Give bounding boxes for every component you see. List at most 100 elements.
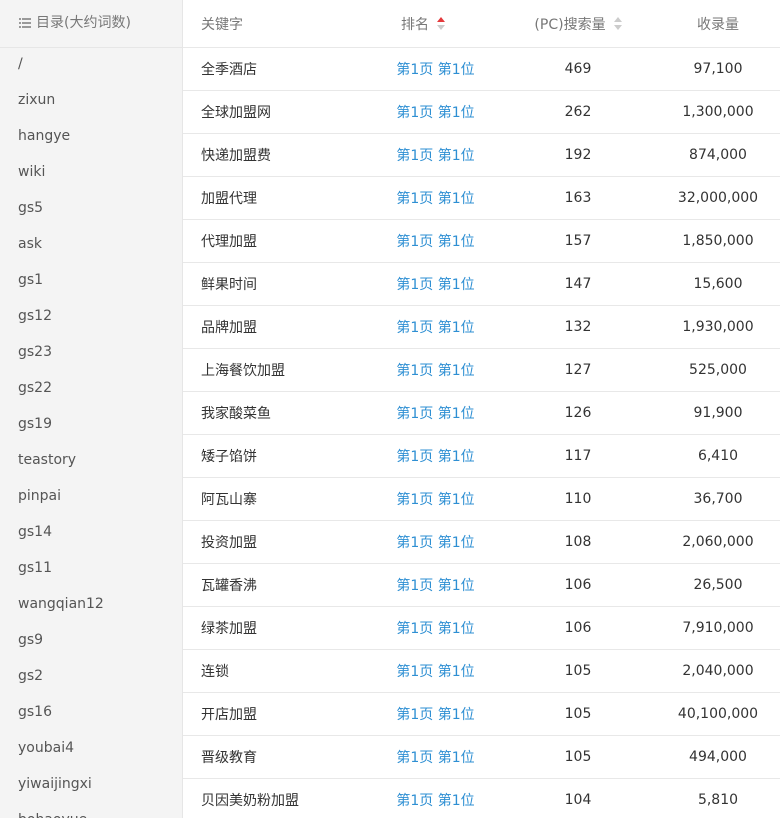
- rank-link[interactable]: 第1页 第1位: [396, 363, 475, 379]
- rank-link[interactable]: 第1页 第1位: [396, 535, 475, 551]
- list-icon: [19, 18, 31, 28]
- index-count: 494,000: [689, 749, 747, 765]
- index-count: 6,410: [697, 448, 739, 464]
- rank-link[interactable]: 第1页 第1位: [396, 578, 475, 594]
- index-count: 15,600: [693, 276, 743, 292]
- sidebar-item[interactable]: ask: [18, 236, 42, 252]
- rank-link[interactable]: 第1页 第1位: [396, 449, 475, 465]
- sidebar-header: 目录(大约词数): [0, 0, 182, 48]
- sidebar-item[interactable]: wangqian12: [18, 596, 104, 612]
- search-volume: 163: [564, 190, 592, 206]
- search-volume: 157: [564, 233, 592, 249]
- sidebar-item[interactable]: gs14: [18, 524, 52, 540]
- search-volume: 106: [564, 577, 592, 593]
- table-row: 快递加盟费 第1页 第1位 192 874,000: [183, 134, 780, 177]
- index-count: 1,300,000: [682, 104, 754, 120]
- search-volume: 104: [564, 792, 592, 808]
- table-row: 开店加盟 第1页 第1位 105 40,100,000: [183, 693, 780, 736]
- sort-icon[interactable]: [437, 16, 445, 31]
- keyword: 快递加盟费: [201, 148, 271, 164]
- sidebar-item[interactable]: gs12: [18, 308, 52, 324]
- rank-link[interactable]: 第1页 第1位: [396, 148, 475, 164]
- keyword: 开店加盟: [201, 707, 257, 723]
- index-count: 26,500: [693, 577, 743, 593]
- keyword: 全球加盟网: [201, 105, 271, 121]
- search-volume: 132: [564, 319, 592, 335]
- sidebar-item[interactable]: pinpai: [18, 488, 62, 504]
- sidebar-item[interactable]: gs16: [18, 704, 52, 720]
- header-label: 排名: [401, 16, 429, 33]
- sidebar-item[interactable]: gs23: [18, 344, 52, 360]
- table-row: 上海餐饮加盟 第1页 第1位 127 525,000: [183, 349, 780, 392]
- sidebar-item[interactable]: teastory: [18, 452, 77, 468]
- table-row: 全球加盟网 第1页 第1位 262 1,300,000: [183, 91, 780, 134]
- sidebar-item[interactable]: bohaoyue: [18, 802, 87, 818]
- rank-link[interactable]: 第1页 第1位: [396, 793, 475, 809]
- rank-link[interactable]: 第1页 第1位: [396, 277, 475, 293]
- sidebar-item[interactable]: gs22: [18, 380, 52, 396]
- sidebar-item[interactable]: gs1: [18, 272, 44, 288]
- search-volume: 147: [564, 276, 592, 292]
- table-row: 连锁 第1页 第1位 105 2,040,000: [183, 650, 780, 693]
- table-row: 晋级教育 第1页 第1位 105 494,000: [183, 736, 780, 779]
- table-row: 代理加盟 第1页 第1位 157 1,850,000: [183, 220, 780, 263]
- keyword-table: 关键字 排名 (PC)搜索量 收录量 全季酒店 第1页 第1位 469 97,100 全…: [183, 0, 780, 818]
- search-volume: 192: [564, 147, 592, 163]
- sidebar-item[interactable]: gs9: [18, 632, 44, 648]
- table-row: 投资加盟 第1页 第1位 108 2,060,000: [183, 521, 780, 564]
- search-volume: 126: [564, 405, 592, 421]
- table-header: 关键字 排名 (PC)搜索量 收录量: [183, 0, 780, 48]
- rank-link[interactable]: 第1页 第1位: [396, 234, 475, 250]
- rank-link[interactable]: 第1页 第1位: [396, 707, 475, 723]
- rank-link[interactable]: 第1页 第1位: [396, 191, 475, 207]
- sidebar-item[interactable]: gs11: [18, 560, 52, 576]
- rank-link[interactable]: 第1页 第1位: [396, 105, 475, 121]
- sidebar-item[interactable]: gs19: [18, 416, 52, 432]
- search-volume: 262: [564, 104, 592, 120]
- search-volume: 105: [564, 706, 592, 722]
- index-count: 1,930,000: [682, 319, 754, 335]
- sidebar-item[interactable]: hangye: [18, 128, 71, 144]
- index-count: 5,810: [697, 792, 739, 808]
- sidebar-item[interactable]: gs2: [18, 668, 44, 684]
- rank-link[interactable]: 第1页 第1位: [396, 492, 475, 508]
- header-cell[interactable]: 排名: [383, 0, 463, 47]
- rank-link[interactable]: 第1页 第1位: [396, 664, 475, 680]
- keyword: 上海餐饮加盟: [201, 363, 285, 379]
- rank-link[interactable]: 第1页 第1位: [396, 750, 475, 766]
- header-cell: 关键字: [201, 16, 243, 33]
- keyword: 鲜果时间: [201, 277, 257, 293]
- search-volume: 105: [564, 749, 592, 765]
- index-count: 91,900: [693, 405, 743, 421]
- index-count: 97,100: [693, 61, 743, 77]
- rank-link[interactable]: 第1页 第1位: [396, 320, 475, 336]
- index-count: 7,910,000: [682, 620, 754, 636]
- table-row: 阿瓦山寨 第1页 第1位 110 36,700: [183, 478, 780, 521]
- sidebar-item[interactable]: wiki: [18, 164, 46, 180]
- sidebar: 目录(大约词数) / zixun hangye wiki gs5 ask gs1 gs12 gs…: [0, 0, 183, 818]
- keyword: 矮子馅饼: [201, 449, 257, 465]
- table-row: 贝因美奶粉加盟 第1页 第1位 104 5,810: [183, 779, 780, 818]
- index-count: 525,000: [689, 362, 747, 378]
- sidebar-item[interactable]: youbai4: [18, 740, 74, 756]
- search-volume: 108: [564, 534, 592, 550]
- rank-link[interactable]: 第1页 第1位: [396, 62, 475, 78]
- rank-link[interactable]: 第1页 第1位: [396, 621, 475, 637]
- sidebar-title: 目录(大约词数): [36, 15, 131, 31]
- sidebar-item[interactable]: yiwaijingxi: [18, 776, 92, 792]
- table-row: 矮子馅饼 第1页 第1位 117 6,410: [183, 435, 780, 478]
- rank-link[interactable]: 第1页 第1位: [396, 406, 475, 422]
- keyword: 投资加盟: [201, 535, 257, 551]
- sidebar-item[interactable]: gs5: [18, 200, 44, 216]
- sort-icon[interactable]: [613, 16, 622, 31]
- sidebar-item[interactable]: /: [18, 56, 23, 72]
- index-count: 32,000,000: [677, 190, 759, 206]
- search-volume: 106: [564, 620, 592, 636]
- table-row: 品牌加盟 第1页 第1位 132 1,930,000: [183, 306, 780, 349]
- header-cell[interactable]: (PC)搜索量: [513, 0, 643, 47]
- keyword: 连锁: [201, 664, 229, 680]
- keyword: 品牌加盟: [201, 320, 257, 336]
- keyword: 瓦罐香沸: [201, 578, 257, 594]
- sidebar-item[interactable]: zixun: [18, 92, 56, 108]
